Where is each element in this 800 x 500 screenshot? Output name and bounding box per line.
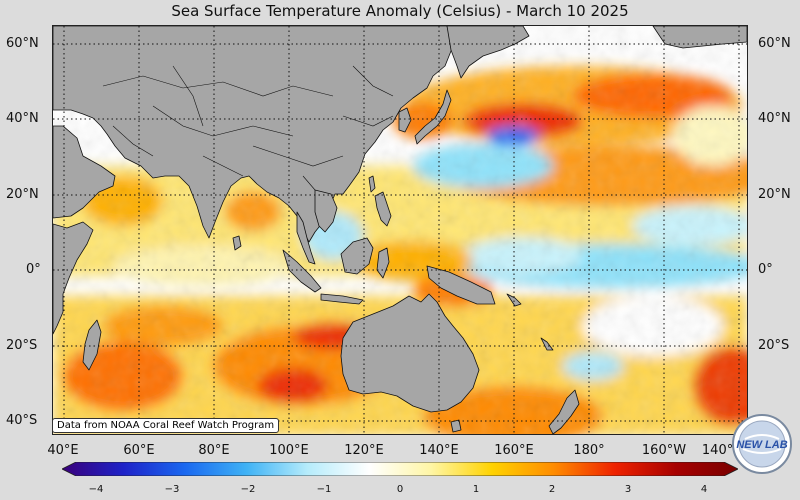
lab-logo: NEW LAB	[732, 414, 792, 474]
lat-label-left-40n: 40°N	[6, 111, 39, 126]
sumatra-landmass	[282, 249, 322, 293]
landmasses	[53, 26, 747, 434]
lon-label-40e: 40°E	[47, 443, 79, 458]
political-borders	[102, 65, 394, 191]
japan-landmass	[414, 89, 452, 145]
lon-label-140e: 140°E	[419, 443, 459, 458]
colorbar-tick-neg4: −4	[88, 484, 104, 495]
kamchatka-landmass	[446, 26, 530, 79]
lon-label-180: 180°	[573, 443, 605, 458]
colorbar-tick-4: 4	[700, 484, 708, 495]
new-zealand-landmass	[548, 389, 580, 434]
borneo-landmass	[340, 237, 374, 275]
map-area	[52, 25, 748, 435]
alaska-landmass	[652, 26, 747, 49]
lat-label-right-60n: 60°N	[758, 36, 791, 51]
data-credit-label: Data from NOAA Coral Reef Watch Program	[52, 418, 280, 433]
graticule	[53, 26, 747, 434]
indochina-landmass	[314, 189, 338, 233]
korea-landmass	[398, 107, 412, 133]
arabia-landmass	[53, 125, 116, 219]
lat-label-right-0: 0°	[758, 262, 773, 277]
colorbar-tick-neg1: −1	[316, 484, 332, 495]
lon-label-100e: 100°E	[269, 443, 309, 458]
lon-label-60e: 60°E	[123, 443, 155, 458]
colorbar-tick-neg2: −2	[240, 484, 256, 495]
taiwan-landmass	[368, 175, 376, 193]
lat-label-left-0: 0°	[26, 262, 41, 277]
eurasia-landmass	[53, 26, 454, 243]
anomaly-field	[53, 26, 747, 434]
logo-globe-lines	[742, 434, 782, 454]
lon-label-80e: 80°E	[198, 443, 230, 458]
madagascar-landmass	[82, 319, 102, 371]
lon-label-160w: 160°W	[641, 443, 687, 458]
lat-label-left-20s: 20°S	[6, 338, 38, 353]
logo-text: NEW LAB	[736, 439, 787, 451]
sst-map-svg	[53, 26, 747, 434]
tasmania-landmass	[450, 419, 462, 433]
lat-label-left-40s: 40°S	[6, 413, 38, 428]
sri-lanka-landmass	[232, 235, 242, 251]
lat-label-right-40n: 40°N	[758, 111, 791, 126]
colorbar-tick-3: 3	[624, 484, 632, 495]
solomon-islands-landmass	[506, 293, 522, 307]
colorbar	[62, 462, 738, 476]
colorbar-bar	[62, 462, 738, 476]
lon-label-120e: 120°E	[344, 443, 384, 458]
colorbar-tick-0: 0	[396, 484, 404, 495]
lat-label-right-20n: 20°N	[758, 187, 791, 202]
colorbar-tick-neg3: −3	[164, 484, 180, 495]
colorbar-tick-1: 1	[472, 484, 480, 495]
lat-label-left-60n: 60°N	[6, 36, 39, 51]
lat-label-right-20s: 20°S	[758, 338, 790, 353]
java-landmass	[320, 293, 364, 305]
map-title: Sea Surface Temperature Anomaly (Celsius…	[171, 2, 629, 20]
australia-landmass	[340, 293, 480, 413]
philippines-landmass	[374, 191, 392, 227]
malay-peninsula-landmass	[296, 211, 316, 265]
lat-label-left-20n: 20°N	[6, 187, 39, 202]
logo-globe	[738, 420, 786, 468]
africa-landmass	[53, 221, 94, 335]
new-guinea-landmass	[426, 265, 496, 305]
colorbar-tick-2: 2	[548, 484, 556, 495]
lon-label-160e: 160°E	[494, 443, 534, 458]
